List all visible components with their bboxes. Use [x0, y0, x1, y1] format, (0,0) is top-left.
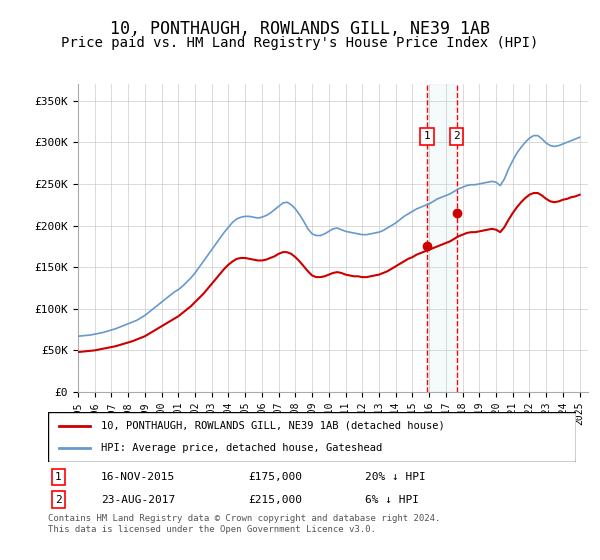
Text: 6% ↓ HPI: 6% ↓ HPI: [365, 495, 419, 505]
Text: Contains HM Land Registry data © Crown copyright and database right 2024.
This d: Contains HM Land Registry data © Crown c…: [48, 514, 440, 534]
Text: 2: 2: [55, 495, 62, 505]
Text: 1: 1: [424, 132, 431, 142]
FancyBboxPatch shape: [48, 412, 576, 462]
Text: 20% ↓ HPI: 20% ↓ HPI: [365, 472, 425, 482]
Text: 10, PONTHAUGH, ROWLANDS GILL, NE39 1AB: 10, PONTHAUGH, ROWLANDS GILL, NE39 1AB: [110, 20, 490, 38]
Text: 10, PONTHAUGH, ROWLANDS GILL, NE39 1AB (detached house): 10, PONTHAUGH, ROWLANDS GILL, NE39 1AB (…: [101, 421, 445, 431]
Text: HPI: Average price, detached house, Gateshead: HPI: Average price, detached house, Gate…: [101, 443, 382, 453]
Text: 16-NOV-2015: 16-NOV-2015: [101, 472, 175, 482]
Bar: [427, 84, 457, 392]
Text: 23-AUG-2017: 23-AUG-2017: [101, 495, 175, 505]
Text: £175,000: £175,000: [248, 472, 302, 482]
Text: Price paid vs. HM Land Registry's House Price Index (HPI): Price paid vs. HM Land Registry's House …: [61, 36, 539, 50]
Text: 2: 2: [454, 132, 460, 142]
Text: 1: 1: [55, 472, 62, 482]
Text: £215,000: £215,000: [248, 495, 302, 505]
